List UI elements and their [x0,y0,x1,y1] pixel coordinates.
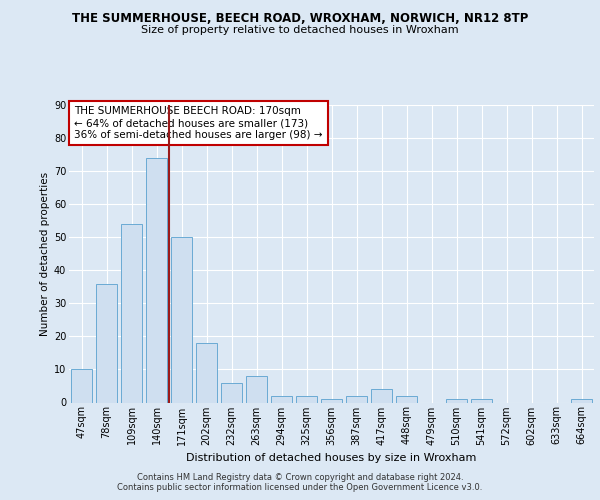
Bar [121,224,142,402]
Text: Size of property relative to detached houses in Wroxham: Size of property relative to detached ho… [141,25,459,35]
Bar [146,158,167,402]
Y-axis label: Number of detached properties: Number of detached properties [40,172,50,336]
Bar [196,343,217,402]
Bar [471,399,492,402]
Text: Contains public sector information licensed under the Open Government Licence v3: Contains public sector information licen… [118,484,482,492]
Bar [346,396,367,402]
Bar [296,396,317,402]
X-axis label: Distribution of detached houses by size in Wroxham: Distribution of detached houses by size … [187,453,476,463]
Bar [246,376,267,402]
Bar [96,284,117,403]
Text: Contains HM Land Registry data © Crown copyright and database right 2024.: Contains HM Land Registry data © Crown c… [137,472,463,482]
Bar [321,399,342,402]
Bar [71,370,92,402]
Bar [446,399,467,402]
Bar [271,396,292,402]
Bar [171,237,192,402]
Bar [371,390,392,402]
Bar [396,396,417,402]
Bar [221,382,242,402]
Bar [571,399,592,402]
Text: THE SUMMERHOUSE BEECH ROAD: 170sqm
← 64% of detached houses are smaller (173)
36: THE SUMMERHOUSE BEECH ROAD: 170sqm ← 64%… [74,106,323,140]
Text: THE SUMMERHOUSE, BEECH ROAD, WROXHAM, NORWICH, NR12 8TP: THE SUMMERHOUSE, BEECH ROAD, WROXHAM, NO… [72,12,528,26]
